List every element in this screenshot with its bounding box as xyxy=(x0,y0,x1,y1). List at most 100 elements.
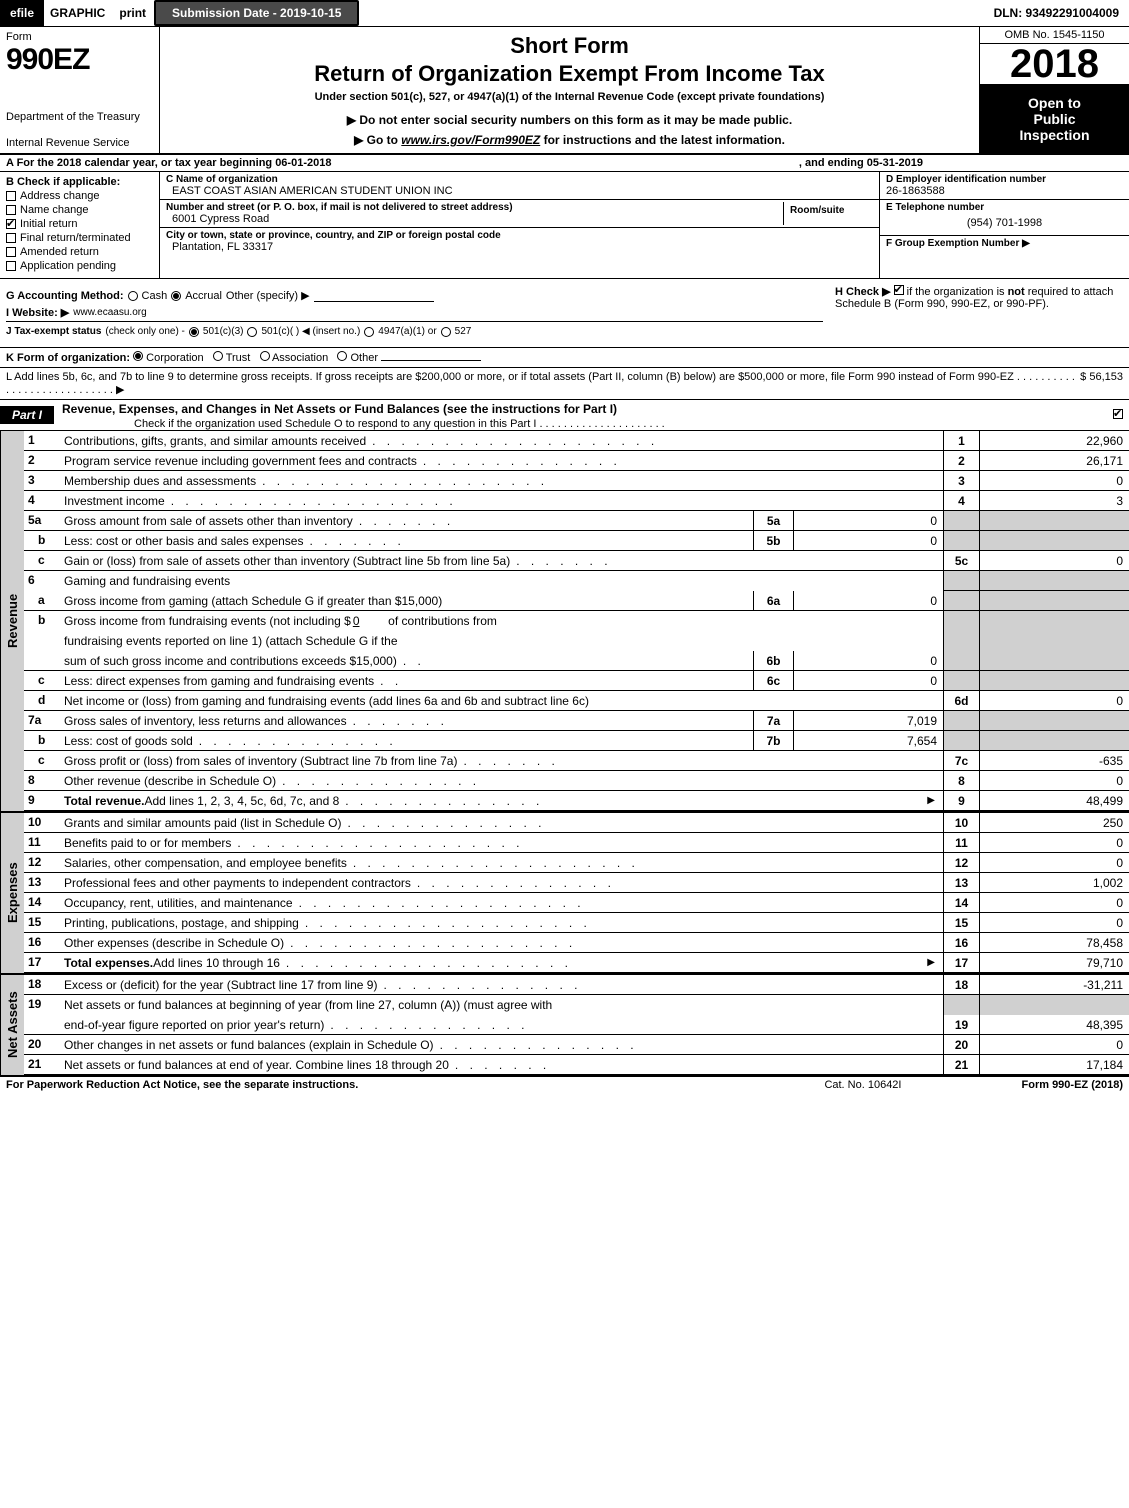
line-6a: a Gross income from gaming (attach Sched… xyxy=(24,591,1129,611)
line-num: 1 xyxy=(24,431,60,450)
inspection-label: Inspection xyxy=(984,127,1125,143)
line-box-gray xyxy=(943,631,979,651)
check-label: Address change xyxy=(20,190,100,202)
other-org-input[interactable] xyxy=(381,360,481,361)
line-21: 21 Net assets or fund balances at end of… xyxy=(24,1055,1129,1075)
subtitle-section: Under section 501(c), 527, or 4947(a)(1)… xyxy=(170,91,969,103)
radio-trust[interactable] xyxy=(213,351,223,361)
dots: . . . . . . . . . . . . . . . . . . . . xyxy=(231,836,939,850)
sub-val: 0 xyxy=(793,671,943,690)
check-label: Application pending xyxy=(20,260,116,272)
line-desc: Professional fees and other payments to … xyxy=(64,876,411,890)
check-amended-return[interactable]: Amended return xyxy=(6,246,153,258)
form-number: 990EZ xyxy=(6,43,153,77)
cash-label: Cash xyxy=(142,290,168,302)
radio-cash[interactable] xyxy=(128,291,138,301)
radio-association[interactable] xyxy=(260,351,270,361)
part-1-checkbox[interactable] xyxy=(1113,408,1129,422)
radio-501c3[interactable] xyxy=(189,327,199,337)
line-num: 19 xyxy=(24,995,60,1015)
form-reference: Form 990-EZ (2018) xyxy=(1022,1079,1124,1091)
line-g-accounting: G Accounting Method: Cash Accrual Other … xyxy=(6,289,823,302)
form-header: Form 990EZ Department of the Treasury In… xyxy=(0,27,1129,155)
print-link[interactable]: print xyxy=(111,0,154,26)
line-4: 4 Investment income. . . . . . . . . . .… xyxy=(24,491,1129,511)
check-address-change[interactable]: Address change xyxy=(6,190,153,202)
line-box-gray xyxy=(943,591,979,610)
check-initial-return[interactable]: Initial return xyxy=(6,218,153,230)
line-amount: 0 xyxy=(979,1035,1129,1054)
check-application-pending[interactable]: Application pending xyxy=(6,260,153,272)
line-box: 18 xyxy=(943,975,979,994)
line-num: 9 xyxy=(24,791,60,810)
line-num: 18 xyxy=(24,975,60,994)
line-amount-gray xyxy=(979,731,1129,750)
checkbox-h[interactable] xyxy=(894,285,904,295)
other-specify-input[interactable] xyxy=(314,290,434,302)
public-label: Public xyxy=(984,111,1125,127)
ghij-right: H Check ▶ if the organization is not req… xyxy=(829,279,1129,347)
dots: . . . . . . . . . . . . . . xyxy=(341,816,939,830)
check-final-return[interactable]: Final return/terminated xyxy=(6,232,153,244)
goto-prefix: ▶ Go to xyxy=(354,133,401,147)
line-num: b xyxy=(24,611,60,631)
line-box: 20 xyxy=(943,1035,979,1054)
line-amount: 0 xyxy=(979,471,1129,490)
radio-accrual[interactable] xyxy=(171,291,181,301)
line-desc: Contributions, gifts, grants, and simila… xyxy=(64,434,366,448)
line-amount: 79,710 xyxy=(979,953,1129,972)
radio-4947[interactable] xyxy=(364,327,374,337)
checkbox-icon xyxy=(6,261,16,271)
line-desc: Gross sales of inventory, less returns a… xyxy=(64,714,347,728)
line-9: 9 Total revenue. Add lines 1, 2, 3, 4, 5… xyxy=(24,791,1129,811)
check-label: Initial return xyxy=(20,218,77,230)
line-7a: 7a Gross sales of inventory, less return… xyxy=(24,711,1129,731)
line-box: 15 xyxy=(943,913,979,932)
line-num: 13 xyxy=(24,873,60,892)
line-7b: b Less: cost of goods sold. . . . . . . … xyxy=(24,731,1129,751)
line-3: 3 Membership dues and assessments. . . .… xyxy=(24,471,1129,491)
line-box: 13 xyxy=(943,873,979,892)
submission-date-button[interactable]: Submission Date - 2019-10-15 xyxy=(154,0,359,26)
radio-501c[interactable] xyxy=(247,327,257,337)
line-num: 5a xyxy=(24,511,60,530)
checkbox-icon xyxy=(6,191,16,201)
section-ghij: G Accounting Method: Cash Accrual Other … xyxy=(0,279,1129,348)
dots: . . . . . . . . . . . . . . xyxy=(276,774,939,788)
website-value[interactable]: www.ecaasu.org xyxy=(73,307,146,318)
h-text: if the organization is xyxy=(907,286,1008,298)
line-amount-gray xyxy=(979,611,1129,631)
irs-link[interactable]: www.irs.gov/Form990EZ xyxy=(401,133,540,147)
527-label: 527 xyxy=(455,326,472,337)
checkbox-icon xyxy=(1113,409,1123,419)
radio-corporation[interactable] xyxy=(133,351,143,361)
catalog-number: Cat. No. 10642I xyxy=(824,1079,901,1091)
line-14: 14 Occupancy, rent, utilities, and maint… xyxy=(24,893,1129,913)
line-8: 8 Other revenue (describe in Schedule O)… xyxy=(24,771,1129,791)
radio-527[interactable] xyxy=(441,327,451,337)
sub-val: 0 xyxy=(793,511,943,530)
ghij-left: G Accounting Method: Cash Accrual Other … xyxy=(0,279,829,347)
line-amount: 0 xyxy=(979,771,1129,790)
line-desc: Gain or (loss) from sale of assets other… xyxy=(64,554,510,568)
telephone-label: E Telephone number xyxy=(886,202,1123,213)
check-name-change[interactable]: Name change xyxy=(6,204,153,216)
line-7c: c Gross profit or (loss) from sales of i… xyxy=(24,751,1129,771)
line-num: 2 xyxy=(24,451,60,470)
check-label: Name change xyxy=(20,204,89,216)
line-amount-gray xyxy=(979,651,1129,670)
efile-badge: efile xyxy=(0,0,44,26)
line-6d: d Net income or (loss) from gaming and f… xyxy=(24,691,1129,711)
line-5a: 5a Gross amount from sale of assets othe… xyxy=(24,511,1129,531)
dots: . . . . . . . . . . . . . . xyxy=(193,734,749,748)
line-10: 10 Grants and similar amounts paid (list… xyxy=(24,813,1129,833)
line-box: 3 xyxy=(943,471,979,490)
4947-label: 4947(a)(1) or xyxy=(378,326,436,337)
line-num xyxy=(24,631,60,651)
line-num: c xyxy=(24,751,60,770)
line-desc: Other expenses (describe in Schedule O) xyxy=(64,936,284,950)
line-amount: 1,002 xyxy=(979,873,1129,892)
radio-other[interactable] xyxy=(337,351,347,361)
sub-box: 5b xyxy=(753,531,793,550)
line-desc: Gross income from fundraising events (no… xyxy=(64,614,351,628)
